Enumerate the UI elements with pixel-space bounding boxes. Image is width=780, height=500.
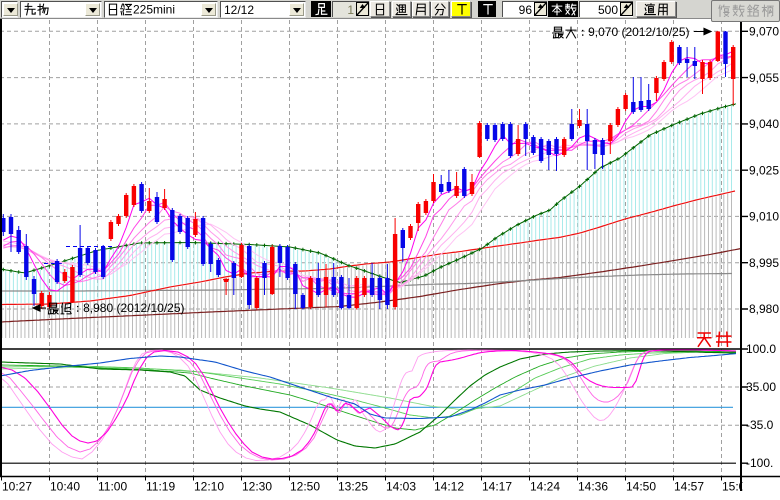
svg-text:10:27: 10:27 xyxy=(2,480,32,494)
svg-text:14:57: 14:57 xyxy=(674,480,704,494)
svg-text:-35.0: -35.0 xyxy=(746,418,774,432)
svg-text:14:17: 14:17 xyxy=(482,480,512,494)
svg-text:14:50: 14:50 xyxy=(626,480,656,494)
svg-text:11:19: 11:19 xyxy=(146,480,175,494)
svg-text:9,055: 9,055 xyxy=(749,71,779,85)
svg-text:13:25: 13:25 xyxy=(338,480,368,494)
svg-text:14:03: 14:03 xyxy=(386,480,416,494)
svg-text:14:12: 14:12 xyxy=(434,480,464,494)
svg-text:9,010: 9,010 xyxy=(749,210,779,224)
svg-text:12:30: 12:30 xyxy=(242,480,272,494)
svg-text:9,025: 9,025 xyxy=(749,163,779,177)
svg-text:8,980 (2012/10/25): 8,980 (2012/10/25) xyxy=(83,301,184,315)
svg-text:10:40: 10:40 xyxy=(50,480,80,494)
svg-text:100.0: 100.0 xyxy=(746,342,776,356)
svg-text:-100.: -100. xyxy=(746,456,773,470)
svg-text:9,040: 9,040 xyxy=(749,117,779,131)
svg-text:14:36: 14:36 xyxy=(578,480,608,494)
svg-text:9,070 (2012/10/25): 9,070 (2012/10/25) xyxy=(588,25,689,39)
svg-text:14:24: 14:24 xyxy=(530,480,560,494)
svg-text:8,995: 8,995 xyxy=(749,256,779,270)
svg-text:225mini: 225mini xyxy=(133,3,175,17)
svg-text:11:00: 11:00 xyxy=(98,480,127,494)
svg-text:8,980: 8,980 xyxy=(749,302,779,316)
svg-text:12:50: 12:50 xyxy=(290,480,320,494)
svg-text:35.00: 35.00 xyxy=(746,380,776,394)
svg-text:12:10: 12:10 xyxy=(194,480,224,494)
svg-text:9,070: 9,070 xyxy=(749,25,779,39)
